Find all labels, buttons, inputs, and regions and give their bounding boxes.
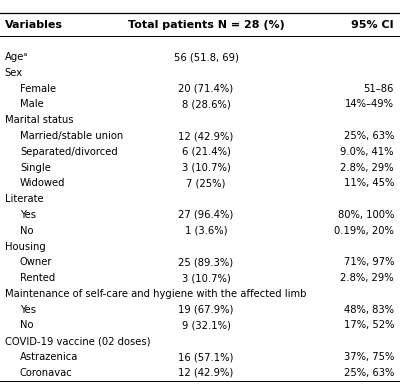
Text: Marital status: Marital status (5, 115, 73, 125)
Text: No: No (20, 226, 34, 236)
Text: 12 (42.9%): 12 (42.9%) (178, 368, 234, 378)
Text: 20 (71.4%): 20 (71.4%) (178, 84, 234, 94)
Text: Separated/divorced: Separated/divorced (20, 147, 118, 157)
Text: 19 (67.9%): 19 (67.9%) (178, 305, 234, 315)
Text: Rented: Rented (20, 273, 55, 283)
Text: Single: Single (20, 162, 51, 172)
Text: 17%, 52%: 17%, 52% (344, 320, 394, 330)
Text: 1 (3.6%): 1 (3.6%) (185, 226, 227, 236)
Text: 80%, 100%: 80%, 100% (338, 210, 394, 220)
Text: 9.0%, 41%: 9.0%, 41% (340, 147, 394, 157)
Text: 48%, 83%: 48%, 83% (344, 305, 394, 315)
Text: 12 (42.9%): 12 (42.9%) (178, 131, 234, 141)
Text: 3 (10.7%): 3 (10.7%) (182, 273, 230, 283)
Text: Ageᵃ: Ageᵃ (5, 52, 28, 62)
Text: Female: Female (20, 84, 56, 94)
Text: Variables: Variables (5, 20, 63, 30)
Text: 25%, 63%: 25%, 63% (344, 368, 394, 378)
Text: Coronavac: Coronavac (20, 368, 73, 378)
Text: Literate: Literate (5, 194, 44, 204)
Text: 7 (25%): 7 (25%) (186, 178, 226, 188)
Text: 8 (28.6%): 8 (28.6%) (182, 99, 230, 109)
Text: COVID-19 vaccine (02 doses): COVID-19 vaccine (02 doses) (5, 336, 150, 346)
Text: 51–86: 51–86 (364, 84, 394, 94)
Text: 2.8%, 29%: 2.8%, 29% (340, 273, 394, 283)
Text: 2.8%, 29%: 2.8%, 29% (340, 162, 394, 172)
Text: Male: Male (20, 99, 44, 109)
Text: 0.19%, 20%: 0.19%, 20% (334, 226, 394, 236)
Text: 25%, 63%: 25%, 63% (344, 131, 394, 141)
Text: Housing: Housing (5, 241, 46, 251)
Text: No: No (20, 320, 34, 330)
Text: 3 (10.7%): 3 (10.7%) (182, 162, 230, 172)
Text: 11%, 45%: 11%, 45% (344, 178, 394, 188)
Text: Total patients N = 28 (%): Total patients N = 28 (%) (128, 20, 284, 30)
Text: 56 (51.8, 69): 56 (51.8, 69) (174, 52, 238, 62)
Text: 9 (32.1%): 9 (32.1%) (182, 320, 230, 330)
Text: Married/stable union: Married/stable union (20, 131, 123, 141)
Text: 27 (96.4%): 27 (96.4%) (178, 210, 234, 220)
Text: 25 (89.3%): 25 (89.3%) (178, 257, 234, 267)
Text: Owner: Owner (20, 257, 52, 267)
Text: 37%, 75%: 37%, 75% (344, 352, 394, 362)
Text: 95% CI: 95% CI (351, 20, 394, 30)
Text: 6 (21.4%): 6 (21.4%) (182, 147, 230, 157)
Text: Astrazenica: Astrazenica (20, 352, 78, 362)
Text: Widowed: Widowed (20, 178, 66, 188)
Text: Sex: Sex (5, 68, 23, 78)
Text: Yes: Yes (20, 210, 36, 220)
Text: Maintenance of self-care and hygiene with the affected limb: Maintenance of self-care and hygiene wit… (5, 289, 306, 299)
Text: 16 (57.1%): 16 (57.1%) (178, 352, 234, 362)
Text: 71%, 97%: 71%, 97% (344, 257, 394, 267)
Text: Yes: Yes (20, 305, 36, 315)
Text: 14%–49%: 14%–49% (345, 99, 394, 109)
